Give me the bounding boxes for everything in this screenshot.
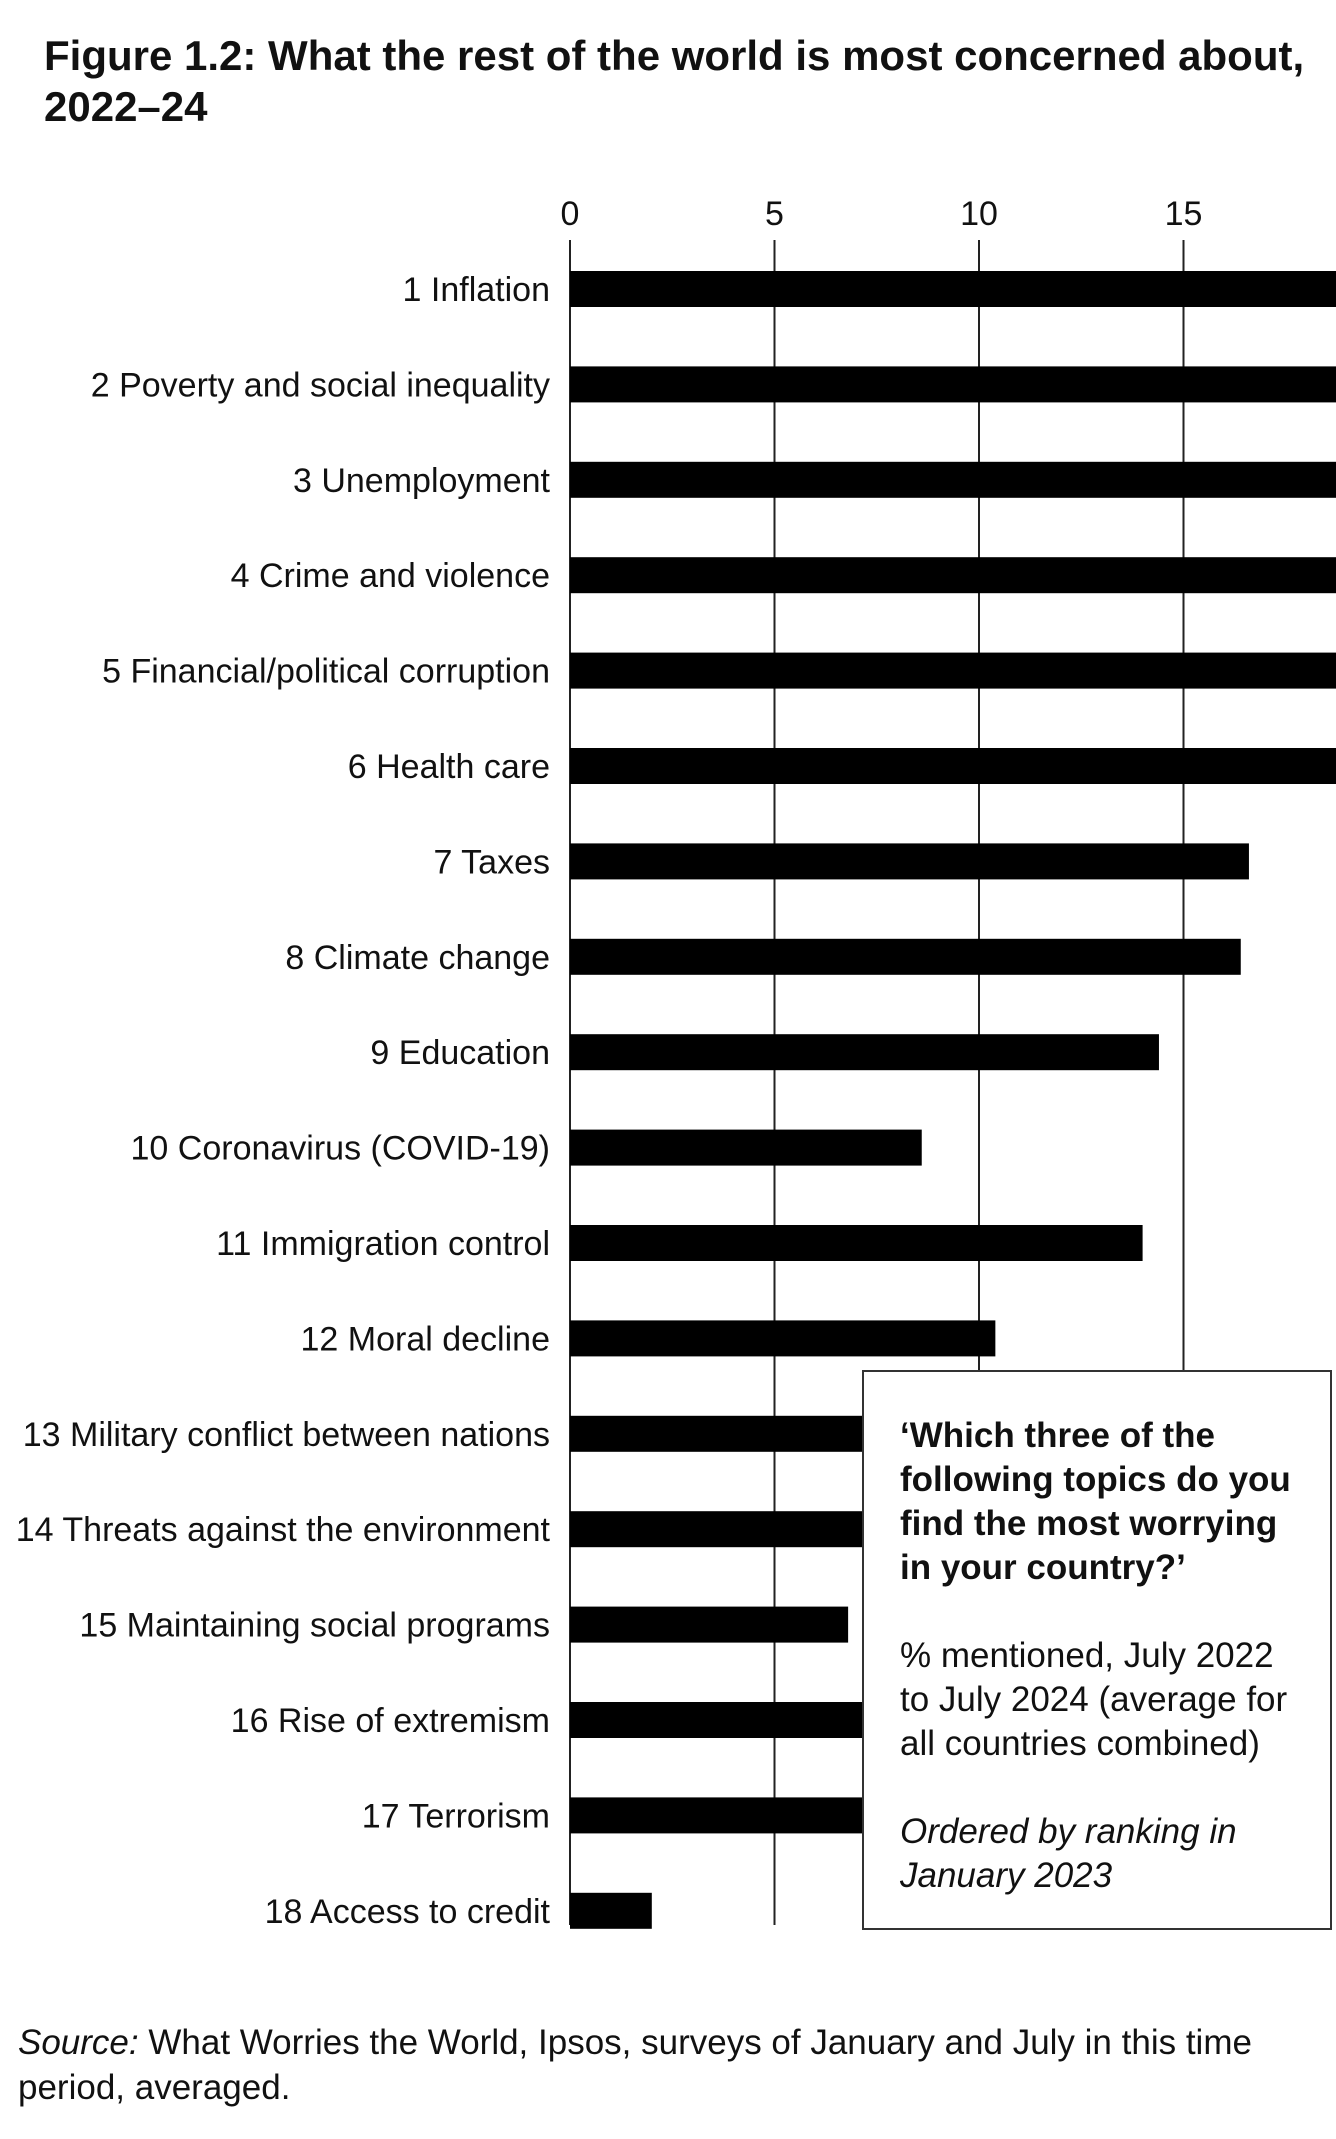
category-label: 11 Immigration control <box>216 1225 550 1263</box>
category-label: 3 Unemployment <box>293 462 551 500</box>
category-label: 5 Financial/political corruption <box>102 653 550 691</box>
bar <box>570 461 1336 498</box>
bar <box>570 1797 865 1834</box>
bar <box>570 1892 652 1929</box>
category-label: 13 Military conflict between nations <box>23 1416 550 1454</box>
category-label: 16 Rise of extremism <box>231 1702 550 1740</box>
category-label: 6 Health care <box>348 748 550 786</box>
bar <box>570 1320 996 1357</box>
category-labels: 1 Inflation 2 Poverty and social inequali… <box>16 271 551 1931</box>
bar <box>570 1034 1159 1071</box>
bar <box>570 1129 922 1166</box>
bar <box>570 366 1336 403</box>
source-label: Source: <box>18 2023 139 2062</box>
bar <box>570 1702 890 1738</box>
category-label: 4 Crime and violence <box>231 557 550 595</box>
category-label: 15 Maintaining social programs <box>79 1607 550 1645</box>
x-tick-label: 15 <box>1165 195 1203 233</box>
category-label: 1 Inflation <box>403 271 550 309</box>
category-label: 8 Climate change <box>285 939 550 977</box>
survey-measure: % mentioned, July 2022 to July 2024 (ave… <box>900 1636 1288 1763</box>
source-note: Source: What Worries the World, Ipsos, s… <box>18 2020 1318 2110</box>
survey-question: ‘Which three of the following topics do … <box>900 1416 1291 1587</box>
x-tick-label: 10 <box>960 195 998 233</box>
figure-title-line-1: Figure 1.2: What the rest of the world i… <box>44 32 1305 79</box>
category-label: 18 Access to credit <box>265 1893 551 1931</box>
category-label: 14 Threats against the environment <box>16 1511 551 1549</box>
category-label: 17 Terrorism <box>362 1797 550 1835</box>
bar <box>570 271 1336 307</box>
category-label: 12 Moral decline <box>301 1320 550 1358</box>
figure-title: Figure 1.2: What the rest of the world i… <box>44 30 1314 132</box>
bar <box>570 557 1336 594</box>
survey-ordering: Ordered by ranking in January 2023 <box>900 1812 1237 1895</box>
bar <box>570 843 1249 880</box>
bar <box>570 748 1336 784</box>
category-label: 10 Coronavirus (COVID-19) <box>131 1130 550 1168</box>
source-text: What Worries the World, Ipsos, surveys o… <box>18 2023 1252 2107</box>
category-label: 9 Education <box>370 1034 550 1072</box>
category-label: 2 Poverty and social inequality <box>91 366 550 404</box>
bar <box>570 1225 1143 1261</box>
category-label: 7 Taxes <box>433 843 550 881</box>
x-tick-label: 5 <box>765 195 784 233</box>
x-axis-tick-labels: 05101520253035 <box>561 195 1203 233</box>
figure-title-line-2: 2022–24 <box>44 83 208 130</box>
x-tick-label: 0 <box>561 195 580 233</box>
bar <box>570 938 1241 975</box>
survey-note-box: ‘Which three of the following topics do … <box>862 1370 1332 1930</box>
bar <box>570 1606 849 1643</box>
bars <box>570 271 1336 1929</box>
bar <box>570 652 1336 689</box>
